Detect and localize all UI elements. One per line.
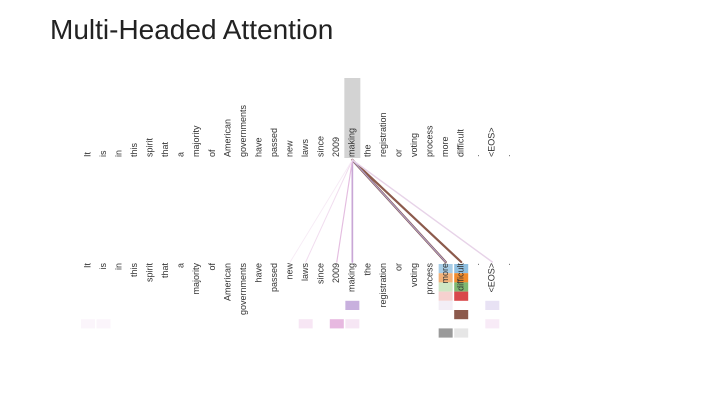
attention-link — [336, 159, 353, 263]
source-token: difficult — [456, 129, 466, 157]
source-token: more — [440, 136, 450, 157]
source-token: . — [471, 154, 481, 157]
attention-head-cell — [345, 300, 360, 310]
source-token: laws — [300, 138, 310, 157]
target-token: American — [222, 263, 232, 301]
target-token: majority — [191, 263, 201, 295]
target-token: difficult — [456, 263, 466, 291]
source-token: . — [502, 154, 512, 157]
target-token: the — [362, 263, 372, 276]
target-token: a — [176, 263, 186, 268]
attention-head-cell — [329, 319, 344, 329]
attention-head-cell — [485, 300, 500, 310]
target-token: since — [316, 263, 326, 284]
target-token: . — [502, 263, 512, 266]
target-token: governments — [238, 263, 248, 316]
target-token: voting — [409, 263, 419, 287]
target-token: It — [82, 263, 92, 269]
attention-link — [305, 159, 353, 263]
attention-link — [351, 159, 447, 263]
target-token: 2009 — [331, 263, 341, 283]
source-token: have — [253, 137, 263, 157]
source-tokens-row: It is in this spirit that a majority of American g… — [82, 104, 512, 157]
target-token: in — [113, 263, 123, 270]
source-token: the — [362, 144, 372, 157]
attention-head-cell — [96, 319, 111, 329]
target-token: <EOS> — [487, 263, 497, 293]
head-cells-layer — [81, 264, 500, 338]
attention-head-cell — [454, 291, 469, 301]
target-token: of — [207, 263, 217, 271]
target-token: . — [471, 263, 481, 266]
slide-title: Multi-Headed Attention — [50, 14, 334, 45]
target-token: more — [440, 263, 450, 284]
attention-head-cell — [438, 273, 453, 283]
query-highlight-layer — [344, 78, 361, 158]
attention-head-cell — [454, 310, 469, 320]
attention-head-cell — [438, 328, 453, 338]
attention-link — [289, 159, 353, 263]
source-token: or — [393, 149, 403, 157]
attention-link — [351, 159, 494, 263]
target-token: process — [424, 263, 434, 295]
target-token: spirit — [145, 263, 155, 283]
source-token: registration — [378, 112, 388, 157]
attention-head-cell — [438, 282, 453, 292]
target-token: that — [160, 263, 170, 279]
attention-head-cell — [298, 319, 313, 329]
attention-link — [351, 158, 463, 264]
source-token: spirit — [145, 137, 155, 157]
attention-head-cell — [438, 291, 453, 301]
target-token: making — [347, 263, 357, 292]
query-token-highlight — [344, 78, 361, 158]
source-token: American — [222, 119, 232, 157]
source-token: of — [207, 149, 217, 157]
attention-head-cell — [485, 319, 500, 329]
source-token: new — [285, 140, 295, 157]
source-token: process — [424, 125, 434, 157]
attention-head-cell — [454, 273, 469, 283]
target-token: or — [393, 263, 403, 271]
source-token: that — [160, 141, 170, 157]
source-token: voting — [409, 133, 419, 157]
target-token: this — [129, 263, 139, 278]
attention-links-layer — [289, 158, 494, 264]
source-token: this — [129, 142, 139, 157]
source-token: a — [176, 152, 186, 157]
source-token: <EOS> — [487, 127, 497, 157]
target-token: passed — [269, 263, 279, 292]
target-token: is — [98, 263, 108, 270]
target-token: registration — [378, 263, 388, 308]
source-token: majority — [191, 125, 201, 157]
source-token: since — [316, 136, 326, 157]
source-token: 2009 — [331, 137, 341, 157]
target-tokens-row: It is in this spirit that a majority of American g… — [82, 263, 512, 316]
attention-head-cell — [438, 300, 453, 310]
source-token: governments — [238, 104, 248, 157]
attention-head-cell — [454, 328, 469, 338]
target-token: have — [253, 263, 263, 283]
target-token: new — [285, 263, 295, 280]
source-token: It — [82, 151, 92, 157]
attention-head-cell — [454, 282, 469, 292]
source-token: is — [98, 150, 108, 157]
attention-head-cell — [345, 319, 360, 329]
attention-head-cell — [81, 319, 95, 329]
source-token: in — [113, 150, 123, 157]
source-token: making — [347, 128, 357, 157]
attention-head-cell — [438, 264, 453, 274]
source-token: passed — [269, 128, 279, 157]
target-token: laws — [300, 263, 310, 282]
attention-head-cell — [454, 264, 469, 274]
